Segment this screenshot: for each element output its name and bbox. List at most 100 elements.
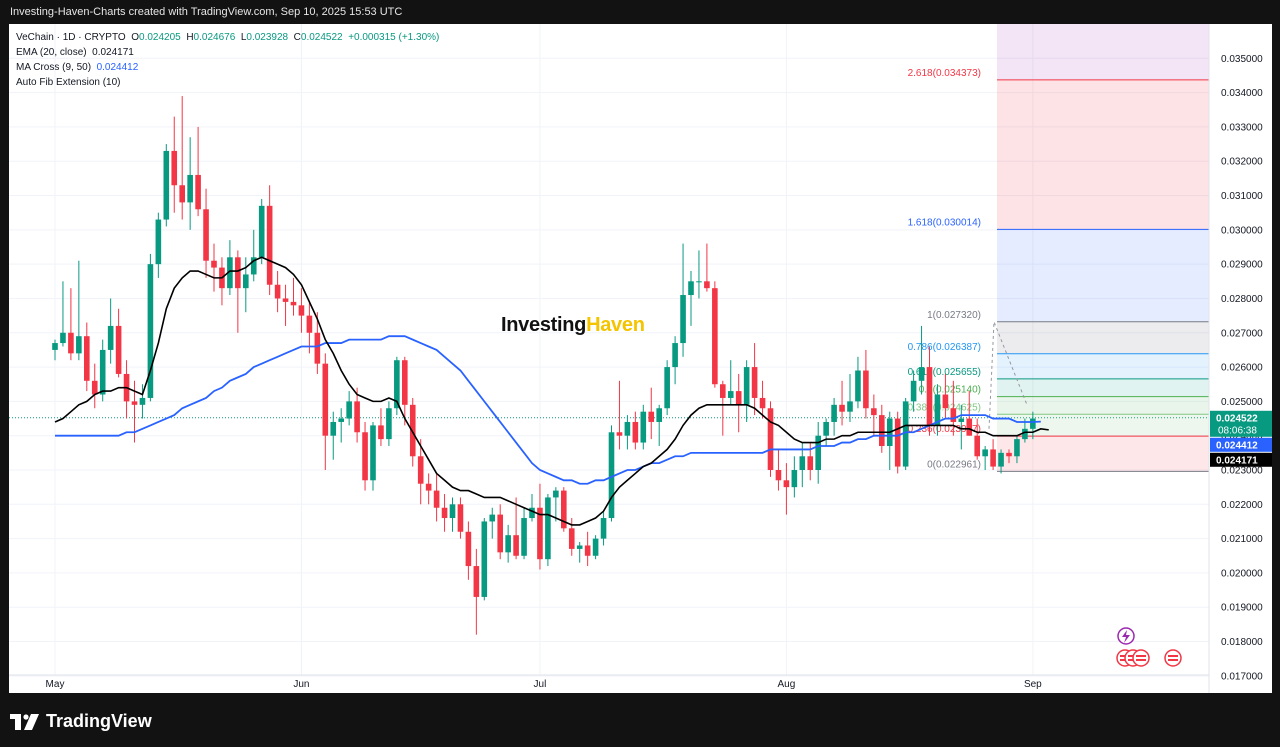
candle-body xyxy=(370,425,376,481)
candle-body xyxy=(545,497,551,560)
indicator-lines xyxy=(54,256,1049,526)
price-tick-label: 0.031000 xyxy=(1221,191,1263,202)
price-tick-label: 0.028000 xyxy=(1221,294,1263,305)
candle-body xyxy=(179,185,185,203)
price-tick-label: 0.019000 xyxy=(1221,603,1263,614)
us-flag-stripe xyxy=(1136,655,1146,657)
candle-body xyxy=(712,288,718,385)
price-chart[interactable]: 2.618(0.034373) 1.618(0.030014) 1(0.027320… xyxy=(9,24,1272,693)
price-axis: 0.017000 0.018000 0.019000 0.020000 0.021000… xyxy=(1208,24,1272,693)
candle-body xyxy=(99,349,106,395)
candle-body xyxy=(473,566,480,597)
price-tick-label: 0.025000 xyxy=(1221,397,1263,408)
candle-body xyxy=(680,295,686,344)
price-tick-label: 0.021000 xyxy=(1221,534,1263,545)
lightning-icon-glyph xyxy=(1122,630,1130,643)
candle-body xyxy=(592,538,599,556)
candle-body xyxy=(998,452,1004,467)
bottom-bar: TradingView xyxy=(0,693,1280,747)
candle-body xyxy=(727,391,734,398)
candle-body xyxy=(735,391,742,405)
candle-body xyxy=(250,257,257,275)
fib-level-label: 2.618(0.034373) xyxy=(908,68,981,79)
price-badge xyxy=(1210,410,1272,437)
watermark-part-2: Haven xyxy=(586,314,645,336)
us-flag-icon xyxy=(1164,649,1182,667)
fib-zone xyxy=(997,396,1209,415)
candle-body xyxy=(52,343,58,350)
candle-body xyxy=(433,490,440,508)
legend-l-label: L xyxy=(240,32,247,43)
candle-body xyxy=(807,456,814,470)
candle-body xyxy=(974,435,980,457)
event-icons[interactable] xyxy=(1116,627,1182,667)
legend-fib-row[interactable]: Auto Fib Extension (10) xyxy=(16,75,439,90)
fib-extension: 2.618(0.034373) 1.618(0.030014) 1(0.027320… xyxy=(908,24,1209,472)
fib-zone xyxy=(997,321,1209,354)
candle-body xyxy=(290,301,297,306)
candle-body xyxy=(815,435,821,470)
tradingview-logo-icon xyxy=(10,713,39,730)
candle-body xyxy=(656,408,662,422)
tradingview-logo[interactable]: TradingView xyxy=(10,711,152,732)
candle-body xyxy=(417,456,424,484)
candle-body xyxy=(362,432,368,481)
candle-body xyxy=(696,281,702,283)
candle-body xyxy=(576,545,583,549)
chart-frame[interactable]: 2.618(0.034373) 1.618(0.030014) 1(0.027320… xyxy=(9,24,1272,693)
candle-body xyxy=(227,257,233,289)
time-tick-label: Sep xyxy=(1024,679,1042,690)
candle-body xyxy=(831,404,837,422)
candle-body xyxy=(203,209,209,261)
legend-ohlc-row[interactable]: VeChain · 1D · CRYPTO O0.024205 H0.02467… xyxy=(16,30,439,45)
fib-zone xyxy=(997,414,1209,437)
candle-body xyxy=(942,394,949,409)
candle-body xyxy=(258,205,265,258)
candle-body xyxy=(425,483,432,491)
price-tick-label: 0.027000 xyxy=(1221,328,1263,339)
candle-body xyxy=(1014,439,1020,457)
candle-body xyxy=(76,336,82,354)
time-axis: May Jun Jul Aug Sep xyxy=(9,674,1209,690)
candle-body xyxy=(306,315,313,333)
candle-body xyxy=(139,397,146,405)
fib-level-label: 0(0.022961) xyxy=(927,459,981,470)
price-tick-label: 0.017000 xyxy=(1221,671,1263,682)
candle-body xyxy=(68,332,74,354)
candle-body xyxy=(553,490,559,498)
candle-body xyxy=(1022,428,1028,440)
price-badge xyxy=(1210,437,1272,452)
legend-close: 0.024522 xyxy=(300,32,343,43)
price-tick-label: 0.018000 xyxy=(1221,637,1263,648)
candle-body xyxy=(783,480,790,488)
candle-body xyxy=(648,411,655,422)
legend-ma-row[interactable]: MA Cross (9, 50) 0.024412 xyxy=(16,60,439,75)
candle-body xyxy=(640,411,647,443)
candle-body xyxy=(266,205,273,285)
candle-body xyxy=(624,421,631,436)
fib-zone-top xyxy=(997,24,1209,80)
legend-change: +0.000315 (+1.30%) xyxy=(348,32,440,43)
us-flag-icon xyxy=(1132,649,1150,667)
candle-body xyxy=(386,408,392,440)
candle-body xyxy=(91,380,98,395)
legend-ema-row[interactable]: EMA (20, close) 0.024171 xyxy=(16,45,439,60)
candle-body xyxy=(441,507,448,519)
investinghaven-watermark: InvestingHaven xyxy=(501,314,645,337)
candle-body xyxy=(497,514,503,553)
candle-body xyxy=(449,504,456,519)
fib-level-label: 0.5(0.025140) xyxy=(919,385,981,396)
candle-body xyxy=(704,281,710,289)
candle-body xyxy=(918,367,925,381)
candle-body xyxy=(664,367,670,409)
candle-body xyxy=(561,490,567,529)
candle-body xyxy=(147,264,154,398)
chart-caption: Investing-Haven-Charts created with Trad… xyxy=(10,6,403,18)
candle-body xyxy=(505,535,511,553)
legend-high: 0.024676 xyxy=(193,32,236,43)
candle-body xyxy=(235,257,241,289)
fib-level-label: 0.786(0.026387) xyxy=(908,342,981,353)
fib-level-label: 1(0.027320) xyxy=(927,310,981,321)
candle-body xyxy=(966,418,973,436)
legend-o-label: O xyxy=(131,32,140,43)
